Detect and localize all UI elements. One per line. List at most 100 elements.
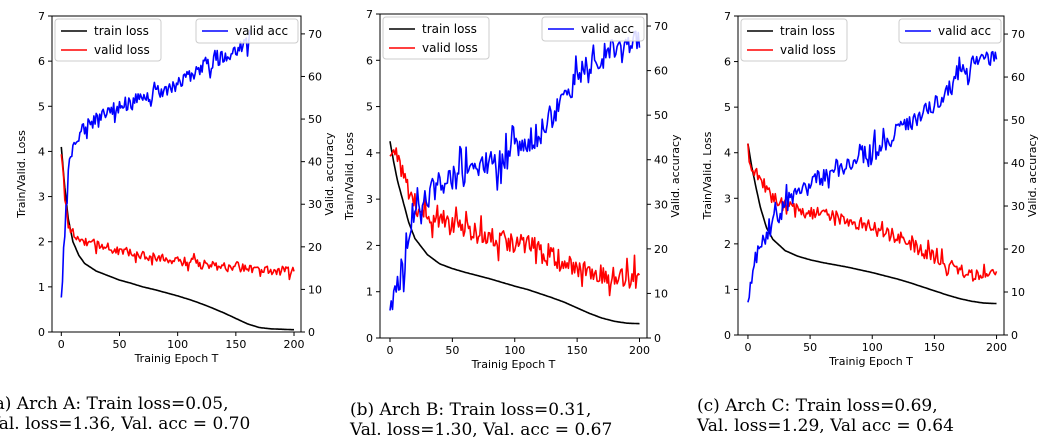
legend-label-valid: valid loss — [780, 43, 836, 57]
y-tick-label: 2 — [724, 238, 731, 251]
y2-axis-label: Valid. accuracy — [1026, 133, 1039, 217]
y-tick-label: 2 — [38, 236, 45, 249]
y2-tick-label: 50 — [654, 109, 668, 122]
x-tick-label: 200 — [629, 344, 650, 357]
y2-tick-label: 0 — [308, 326, 315, 339]
legend-label-acc: valid acc — [235, 24, 288, 38]
plot-frame — [51, 15, 302, 333]
caption-a-line2: Val. loss=1.36, Val. acc = 0.70 — [0, 414, 251, 434]
legend-label-valid: valid loss — [422, 41, 478, 55]
x-tick-label: 50 — [445, 344, 459, 357]
x-tick-label: 100 — [167, 338, 188, 351]
y2-tick-label: 50 — [308, 113, 322, 126]
charts-canvas: 0 50 100 150 20001234567010203040506070Train… — [15, 8, 1039, 371]
y2-tick-label: 50 — [1011, 114, 1025, 127]
y2-axis-label: Valid. accuracy — [323, 132, 336, 216]
legend-box — [898, 18, 1002, 44]
caption-a: (a) Arch A: Train loss=0.05, Val. loss=1… — [0, 394, 250, 434]
x-axis-label: Trainig Epoch T — [828, 355, 913, 368]
y2-tick-label: 0 — [1011, 329, 1018, 342]
y-tick-label: 6 — [366, 54, 373, 67]
legend-left: train loss valid loss — [740, 18, 848, 62]
y2-tick-label: 40 — [1011, 157, 1025, 170]
legend-label-valid: valid loss — [94, 43, 150, 57]
y2-tick-label: 30 — [308, 198, 322, 211]
y2-axis-label: Valid. accuracy — [669, 134, 682, 218]
legend-right: valid acc — [195, 18, 299, 44]
series-line-train — [60, 146, 294, 331]
series-line-train — [747, 143, 997, 305]
plot-area — [389, 30, 641, 325]
legend-right: valid acc — [541, 16, 645, 42]
plot-frame — [379, 13, 648, 339]
caption-c: (c) Arch C: Train loss=0.69, Val. loss=1… — [697, 396, 954, 436]
x-tick-label: 150 — [567, 344, 588, 357]
y-tick-label: 4 — [38, 145, 45, 158]
plot-area — [747, 50, 998, 305]
x-tick-label: 100 — [504, 344, 525, 357]
y-tick-label: 1 — [366, 286, 373, 299]
legend-box — [541, 16, 645, 42]
y2-tick-label: 60 — [654, 65, 668, 78]
legend-box — [195, 18, 299, 44]
y-tick-label: 7 — [366, 8, 373, 21]
series-line-valid — [389, 147, 641, 297]
y-tick-label: 7 — [724, 10, 731, 23]
y2-tick-label: 0 — [654, 332, 661, 345]
caption-c-line2: Val. loss=1.29, Val acc = 0.64 — [697, 416, 954, 436]
y2-tick-label: 10 — [1011, 286, 1025, 299]
y-tick-label: 3 — [38, 191, 45, 204]
legend-label-train: train loss — [780, 24, 835, 38]
series-line-valid — [747, 143, 998, 282]
y-axis-label: Train/Valid. Loss — [343, 132, 356, 221]
y-tick-label: 0 — [38, 326, 45, 339]
y2-tick-label: 60 — [308, 70, 322, 83]
x-axis-label: Trainig Epoch T — [134, 352, 219, 365]
caption-b-line1: (b) Arch B: Train loss=0.31, — [350, 400, 592, 420]
y-tick-label: 2 — [366, 239, 373, 252]
x-axis-label: Trainig Epoch T — [471, 358, 556, 371]
y-tick-label: 0 — [724, 329, 731, 342]
x-tick-label: 0 — [58, 338, 65, 351]
y-tick-label: 1 — [38, 281, 45, 294]
y2-tick-label: 70 — [1011, 28, 1025, 41]
legend-right: valid acc — [898, 18, 1002, 44]
series-line-valid — [60, 154, 295, 281]
y2-tick-label: 70 — [308, 28, 322, 41]
legend-label-train: train loss — [94, 24, 149, 38]
x-tick-label: 200 — [284, 338, 305, 351]
y-tick-label: 1 — [724, 283, 731, 296]
x-tick-label: 200 — [986, 341, 1007, 354]
y-tick-label: 7 — [38, 10, 45, 23]
x-tick-label: 50 — [112, 338, 126, 351]
plot-area — [60, 29, 295, 331]
y-axis-label: Train/Valid. Loss — [701, 131, 714, 220]
y2-tick-label: 40 — [308, 156, 322, 169]
x-tick-label: 0 — [744, 341, 751, 354]
y-tick-label: 3 — [724, 192, 731, 205]
legend-label-acc: valid acc — [938, 24, 991, 38]
series-line-train — [389, 141, 640, 325]
y2-tick-label: 30 — [1011, 200, 1025, 213]
plot-frame — [737, 15, 1005, 336]
y2-tick-label: 20 — [308, 241, 322, 254]
caption-c-line1: (c) Arch C: Train loss=0.69, — [697, 396, 938, 416]
series-line-acc — [747, 50, 998, 303]
x-tick-label: 150 — [225, 338, 246, 351]
chart-panel-b: 0 50 100 150 20001234567010203040506070Train… — [343, 8, 682, 371]
caption-a-line1: (a) Arch A: Train loss=0.05, — [0, 394, 229, 414]
caption-b-line2: Val. loss=1.30, Val. acc = 0.67 — [350, 420, 613, 440]
x-tick-label: 100 — [862, 341, 883, 354]
y2-tick-label: 60 — [1011, 71, 1025, 84]
y-tick-label: 6 — [724, 56, 731, 69]
legend-label-acc: valid acc — [581, 22, 634, 36]
legend-label-train: train loss — [422, 22, 477, 36]
y-axis-label: Train/Valid. Loss — [15, 130, 28, 219]
y2-tick-label: 30 — [654, 198, 668, 211]
y2-tick-label: 10 — [308, 283, 322, 296]
y2-tick-label: 10 — [654, 287, 668, 300]
series-line-acc — [60, 29, 252, 298]
y-tick-label: 5 — [366, 101, 373, 114]
y2-tick-label: 40 — [654, 154, 668, 167]
y-tick-label: 0 — [366, 332, 373, 345]
